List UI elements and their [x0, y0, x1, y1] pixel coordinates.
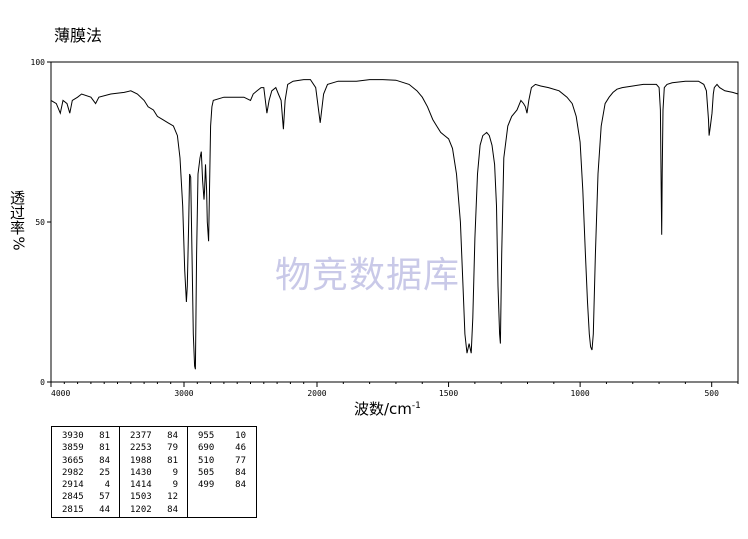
- peak-wavenumber: 510: [198, 455, 215, 466]
- peak-wavenumber: 2377: [130, 431, 152, 441]
- peak-wavenumber: 2845: [62, 492, 84, 503]
- peak-table-row: 2845 57: [62, 491, 119, 503]
- peak-table-row: 510 77: [198, 455, 256, 467]
- x-axis-label-superscript: -1: [411, 401, 421, 411]
- y-axis-label-text: 透过率: [8, 190, 26, 235]
- peak-transmittance: 84: [235, 467, 246, 478]
- peak-transmittance: 12: [167, 492, 178, 503]
- peak-transmittance: 57: [99, 492, 110, 503]
- x-tick-label: 1000: [570, 389, 589, 398]
- peak-transmittance: 46: [235, 443, 246, 454]
- peak-transmittance: 81: [99, 431, 110, 441]
- peak-wavenumber: 955: [198, 431, 215, 441]
- peak-wavenumber: 1988: [130, 455, 152, 466]
- peak-wavenumber: 505: [198, 467, 215, 478]
- peak-transmittance: 77: [235, 455, 246, 466]
- plot-frame: [50, 61, 739, 383]
- peak-table-row: 1988 81: [130, 455, 187, 467]
- peak-transmittance: 84: [167, 504, 178, 515]
- y-tick-label: 50: [35, 218, 45, 227]
- peak-transmittance: 44: [99, 504, 110, 515]
- peak-transmittance: 25: [99, 467, 110, 478]
- y-tick-label: 0: [40, 378, 45, 387]
- peak-wavenumber: 3930: [62, 431, 84, 441]
- peak-transmittance: 84: [167, 431, 178, 441]
- peak-wavenumber: 3859: [62, 443, 84, 454]
- x-tick-label: 1500: [439, 389, 458, 398]
- peak-table-column: 955 10 690 46 510 77 505 84 499 84: [188, 427, 256, 517]
- x-axis-label-text: 波数/cm: [354, 400, 412, 418]
- x-axis-label: 波数/cm-1: [354, 398, 421, 419]
- peak-wavenumber: 2253: [130, 443, 152, 454]
- peak-transmittance: 79: [167, 443, 178, 454]
- peak-transmittance: 81: [99, 443, 110, 454]
- peak-table-row: 2815 44: [62, 504, 119, 516]
- peak-wavenumber: 1202: [130, 504, 152, 515]
- y-axis-label-unit: %: [9, 236, 28, 251]
- peak-table-row: 955 10: [198, 430, 256, 442]
- peak-table: 3930 81 3859 81 3665 84 2982 25 2914 4 2845 57 2815 4…: [51, 426, 257, 518]
- peak-table-column: 2377 84 2253 79 1988 81 1430 9 1414 9 1503 12 1202 84: [120, 427, 188, 517]
- x-tick-label: 2000: [307, 389, 326, 398]
- page-title: 薄膜法: [54, 26, 103, 45]
- peak-wavenumber: 2982: [62, 467, 84, 478]
- y-axis-label: 透过率 %: [8, 190, 28, 252]
- peak-table-row: 690 46: [198, 442, 256, 454]
- peak-wavenumber: 2914: [62, 480, 84, 491]
- peak-table-row: 2982 25: [62, 467, 119, 479]
- peak-transmittance: 9: [172, 467, 178, 478]
- peak-wavenumber: 499: [198, 480, 215, 491]
- peak-table-row: 2377 84: [130, 430, 187, 442]
- peak-table-row: 3859 81: [62, 442, 119, 454]
- x-tick-label: 500: [704, 389, 719, 398]
- peak-table-row: 2253 79: [130, 442, 187, 454]
- peak-table-column: 3930 81 3859 81 3665 84 2982 25 2914 4 2845 57 2815 4…: [52, 427, 120, 517]
- peak-wavenumber: 1414: [130, 480, 152, 491]
- peak-table-row: 3665 84: [62, 455, 119, 467]
- peak-wavenumber: 3665: [62, 455, 84, 466]
- peak-table-row: 3930 81: [62, 430, 119, 442]
- peak-transmittance: 4: [104, 480, 110, 491]
- peak-table-row: 499 84: [198, 479, 256, 491]
- x-tick-label: 3000: [174, 389, 193, 398]
- x-tick-label: 4000: [51, 389, 70, 398]
- peak-transmittance: 84: [99, 455, 110, 466]
- peak-wavenumber: 1503: [130, 492, 152, 503]
- peak-table-row: 2914 4: [62, 479, 119, 491]
- peak-transmittance: 81: [167, 455, 178, 466]
- peak-wavenumber: 2815: [62, 504, 84, 515]
- spectrum-line: [50, 79, 739, 370]
- peak-table-row: 1202 84: [130, 504, 187, 516]
- peak-transmittance: 9: [172, 480, 178, 491]
- peak-table-row: 1503 12: [130, 491, 187, 503]
- peak-wavenumber: 1430: [130, 467, 152, 478]
- peak-transmittance: 84: [235, 480, 246, 491]
- peak-table-row: 505 84: [198, 467, 256, 479]
- peak-table-row: 1430 9: [130, 467, 187, 479]
- peak-table-row: 1414 9: [130, 479, 187, 491]
- y-tick-label: 100: [31, 58, 46, 67]
- peak-transmittance: 10: [235, 431, 246, 441]
- peak-wavenumber: 690: [198, 443, 215, 454]
